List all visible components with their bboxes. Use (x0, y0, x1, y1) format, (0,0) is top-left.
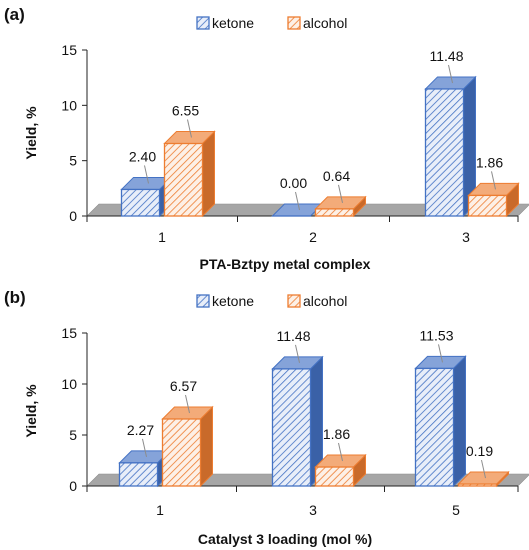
data-label: 11.48 (277, 328, 311, 344)
y-tick-label: 0 (69, 478, 77, 494)
data-label-leader (295, 344, 300, 364)
bar-side (453, 355, 466, 488)
legend-label-alcohol: alcohol (303, 293, 347, 309)
y-tick-label: 15 (61, 42, 77, 58)
bar-front (163, 142, 204, 217)
legend-swatch-alcohol (287, 294, 301, 308)
data-label-leader (144, 165, 149, 184)
bar-front (120, 188, 161, 217)
bar-alcohol-3: 1.86 (467, 154, 520, 218)
bar-alcohol-3: 1.86 (314, 426, 367, 488)
y-tick-label: 10 (61, 376, 77, 392)
legend-swatch-ketone (196, 294, 210, 308)
bar-front (467, 194, 508, 217)
bar-front (314, 466, 355, 487)
bar-ketone-3: 11.48 (424, 48, 477, 218)
bar-front (118, 462, 159, 487)
data-label-leader (448, 64, 453, 84)
bar-front (161, 418, 202, 487)
bar-ketone-3: 11.48 (271, 328, 324, 488)
bar-front (414, 367, 455, 487)
data-label: 1.86 (323, 426, 350, 442)
x-tick-label: 3 (309, 502, 317, 518)
bar-front (457, 483, 498, 487)
bar-alcohol-2: 0.64 (314, 168, 367, 218)
data-label: 0.00 (280, 175, 307, 191)
bar-ketone-5: 11.53 (414, 327, 467, 488)
data-label-leader (338, 442, 343, 462)
x-axis-title: PTA-Bztpy metal complex (200, 256, 371, 272)
data-label-leader (481, 459, 486, 479)
data-label-leader (142, 438, 147, 457)
panel-label: (a) (4, 5, 25, 24)
bar-side (200, 405, 213, 488)
legend-swatch-ketone (196, 16, 210, 30)
bar-front (314, 208, 355, 217)
data-label-leader (491, 171, 496, 190)
data-label-leader (438, 344, 443, 363)
y-tick-label: 15 (61, 325, 77, 341)
y-axis-title: Yield, % (23, 384, 39, 438)
panel-label: (b) (4, 288, 26, 307)
bar-front (271, 368, 312, 487)
x-tick-label: 3 (462, 229, 470, 245)
y-tick-label: 0 (69, 208, 77, 224)
bar-alcohol-1: 6.55 (163, 103, 216, 218)
bar-alcohol-5: 0.19 (457, 443, 510, 488)
x-axis-title: Catalyst 3 loading (mol %) (198, 531, 372, 547)
bar-front (424, 88, 465, 217)
data-label: 11.53 (420, 327, 454, 343)
y-tick-label: 5 (69, 427, 77, 443)
data-label: 0.64 (323, 168, 350, 184)
chart-panel-b: (b) ketone alcohol Yield, % 0 5 10 15 1 3 5 Catalys… (4, 288, 529, 547)
y-axis-title: Yield, % (23, 106, 39, 160)
chart-panel-a: (a) ketone alcohol Yield, % 0 5 10 15 1 2 3 PTA-Bzt… (4, 5, 529, 272)
bar-side (202, 130, 215, 218)
data-label: 2.40 (129, 148, 156, 164)
data-label-leader (338, 184, 343, 204)
legend: ketone alcohol (196, 15, 347, 31)
data-label-leader (295, 191, 300, 211)
legend-label-ketone: ketone (212, 293, 254, 309)
data-label: 2.27 (127, 422, 154, 438)
data-label: 6.55 (172, 103, 199, 119)
bar-alcohol-1: 6.57 (161, 378, 214, 488)
data-label: 0.19 (466, 443, 493, 459)
data-label: 11.48 (430, 48, 464, 64)
data-label-leader (187, 119, 192, 138)
data-label: 1.86 (476, 154, 503, 170)
x-tick-label: 5 (452, 502, 460, 518)
x-tick-label: 1 (156, 502, 164, 518)
legend-label-alcohol: alcohol (303, 15, 347, 31)
data-label: 6.57 (170, 378, 197, 394)
x-tick-label: 1 (158, 229, 166, 245)
x-tick-label: 2 (309, 229, 317, 245)
legend-swatch-alcohol (287, 16, 301, 30)
legend: ketone alcohol (196, 293, 347, 309)
y-tick-label: 5 (69, 153, 77, 169)
data-label-leader (185, 394, 190, 414)
y-tick-label: 10 (61, 97, 77, 113)
legend-label-ketone: ketone (212, 15, 254, 31)
